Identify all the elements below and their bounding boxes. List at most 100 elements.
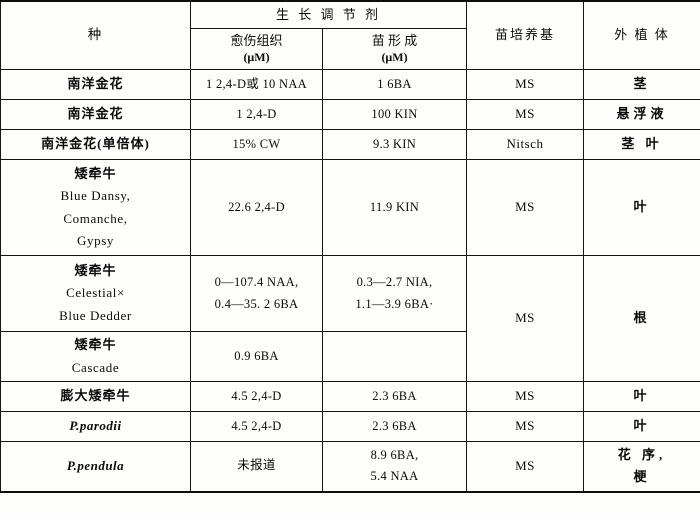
explant-line: 叶 — [633, 418, 651, 434]
cell-medium: MS — [466, 159, 585, 256]
species-line: 矮牵牛 — [74, 263, 117, 279]
species-line: 南洋金花(单倍体) — [41, 136, 150, 152]
header-explant: 外 植 体 — [583, 0, 700, 70]
cell-medium: Nitsch — [466, 129, 585, 160]
header-species: 种 — [0, 0, 191, 70]
cell-species: 南洋金花 — [0, 99, 191, 130]
species-line: Blue Dansy, — [60, 188, 131, 204]
cell-shoot: 2.3 6BA — [321, 381, 468, 412]
shoot-line — [323, 354, 466, 360]
species-line: Cascade — [71, 359, 120, 375]
species-line: Celestial× — [66, 285, 125, 301]
medium-line: Nitsch — [506, 136, 544, 152]
species-line: 南洋金花 — [67, 76, 124, 92]
shoot-line: 9.3 KIN — [372, 136, 417, 151]
table-row: P.parodii 4.5 2,4-D 2.3 6BA MS 叶 — [0, 411, 700, 442]
cell-shoot: 0.3—2.7 NIA, 1.1—3.9 6BA· — [321, 255, 468, 332]
callus-line: 1 2,4-D — [236, 106, 277, 121]
cell-medium: MS — [466, 255, 585, 382]
cell-species: 膨大矮牵牛 — [0, 381, 191, 412]
shoot-line: 100 KIN — [371, 106, 418, 121]
cell-medium: MS — [466, 69, 585, 100]
table-row: 矮牵牛 Cascade 0.9 6BA — [0, 331, 700, 382]
cell-species: 南洋金花(单倍体) — [0, 129, 191, 160]
table-body: 南洋金花 1 2,4-D或 10 NAA 1 6BA MS 茎南洋金花 1 2,4-D 10… — [0, 69, 700, 492]
cell-explant: 花 序, 梗 — [583, 441, 700, 492]
shoot-line: 0.3—2.7 NIA, — [356, 274, 433, 289]
cell-medium: MS — [466, 381, 585, 412]
callus-line: 0.4—35. 2 6BA — [214, 296, 299, 311]
header-medium: 苗培养基 — [466, 0, 585, 70]
cell-species: 矮牵牛 Blue Dansy, Comanche, Gypsy — [0, 159, 191, 256]
header-shoot-label: 苗 形 成 — [371, 33, 418, 49]
shoot-line: 11.9 KIN — [369, 199, 420, 214]
table-row: P.pendula 未报道 8.9 6BA, 5.4 NAA MS 花 序, 梗 — [0, 441, 700, 492]
cell-callus: 1 2,4-D或 10 NAA — [190, 69, 323, 100]
cell-shoot: 1 6BA — [321, 69, 468, 100]
cell-explant: 叶 — [583, 159, 700, 256]
header-row-top: 种 生 长 调 节 剂 苗培养基 外 植 体 — [0, 0, 700, 70]
table-row: 南洋金花 1 2,4-D 100 KIN MS 悬浮液 — [0, 99, 700, 130]
table-row: 膨大矮牵牛 4.5 2,4-D 2.3 6BA MS 叶 — [0, 381, 700, 412]
callus-line: 15% CW — [232, 136, 281, 151]
header-callus-unit: (μM) — [243, 49, 270, 64]
cell-species: 矮牵牛 Celestial× Blue Dedder — [0, 255, 191, 332]
cell-shoot: 8.9 6BA, 5.4 NAA — [321, 441, 468, 492]
cell-explant: 叶 — [583, 381, 700, 412]
header-growth-regulator-group: 生 长 调 节 剂 — [189, 0, 468, 29]
species-line: 膨大矮牵牛 — [60, 388, 131, 404]
cell-species: 南洋金花 — [0, 69, 191, 100]
explant-line: 根 — [633, 310, 651, 326]
cell-shoot — [321, 331, 468, 382]
species-line: 矮牵牛 — [74, 166, 117, 181]
callus-line: 0.9 6BA — [234, 348, 279, 363]
species-line: Gypsy — [77, 232, 114, 248]
cell-callus: 0—107.4 NAA, 0.4—35. 2 6BA — [190, 255, 323, 332]
growth-regulator-table: 种 生 长 调 节 剂 苗培养基 外 植 体 愈伤组织 (μM) 苗 形 成 (… — [0, 0, 700, 493]
callus-line: 1 2,4-D或 10 NAA — [205, 76, 308, 91]
cell-explant: 根 — [583, 255, 700, 382]
header-shoot-unit: (μM) — [381, 49, 408, 64]
cell-callus: 1 2,4-D — [190, 99, 323, 130]
table-row: 矮牵牛 Celestial× Blue Dedder 0—107.4 NAA, 0.4—… — [0, 255, 700, 382]
explant-line: 叶 — [633, 199, 651, 215]
header-shoot: 苗 形 成 (μM) — [321, 28, 468, 70]
cell-species: P.pendula — [0, 441, 191, 492]
cell-explant: 茎 — [583, 69, 700, 100]
cell-medium: MS — [466, 411, 585, 442]
cell-species: 矮牵牛 Cascade — [0, 331, 191, 382]
cell-explant: 茎 叶 — [583, 129, 700, 160]
medium-line: MS — [515, 310, 535, 326]
callus-line: 4.5 2,4-D — [231, 418, 282, 433]
cell-shoot: 9.3 KIN — [321, 129, 468, 160]
shoot-line: 2.3 6BA — [372, 388, 417, 403]
cell-callus: 0.9 6BA — [190, 331, 323, 382]
species-line: P.pendula — [66, 458, 125, 474]
species-line: P.parodii — [69, 418, 122, 434]
explant-line: 梗 — [633, 469, 651, 485]
cell-shoot: 100 KIN — [321, 99, 468, 130]
medium-line: MS — [515, 106, 535, 122]
medium-line: MS — [515, 199, 535, 215]
callus-line: 0—107.4 NAA, — [214, 274, 299, 289]
species-line: Blue Dedder — [59, 307, 132, 323]
cell-medium: MS — [466, 441, 585, 492]
cell-callus: 22.6 2,4-D — [190, 159, 323, 256]
medium-line: MS — [515, 76, 535, 92]
header-callus-label: 愈伤组织 — [230, 33, 283, 49]
species-line: 南洋金花 — [67, 106, 124, 122]
callus-line: 未报道 — [237, 458, 276, 473]
shoot-line: 1 6BA — [377, 76, 412, 91]
cell-shoot: 11.9 KIN — [321, 159, 468, 256]
callus-line: 4.5 2,4-D — [231, 388, 282, 403]
explant-line: 叶 — [633, 388, 651, 404]
cell-callus: 4.5 2,4-D — [190, 381, 323, 412]
table-row: 南洋金花 1 2,4-D或 10 NAA 1 6BA MS 茎 — [0, 69, 700, 100]
species-line: Comanche, — [63, 210, 128, 226]
explant-line: 茎 — [633, 76, 651, 92]
medium-line: MS — [515, 458, 535, 474]
table-header: 种 生 长 调 节 剂 苗培养基 外 植 体 愈伤组织 (μM) 苗 形 成 (… — [0, 0, 700, 70]
medium-line: MS — [515, 418, 535, 434]
cell-medium: MS — [466, 99, 585, 130]
